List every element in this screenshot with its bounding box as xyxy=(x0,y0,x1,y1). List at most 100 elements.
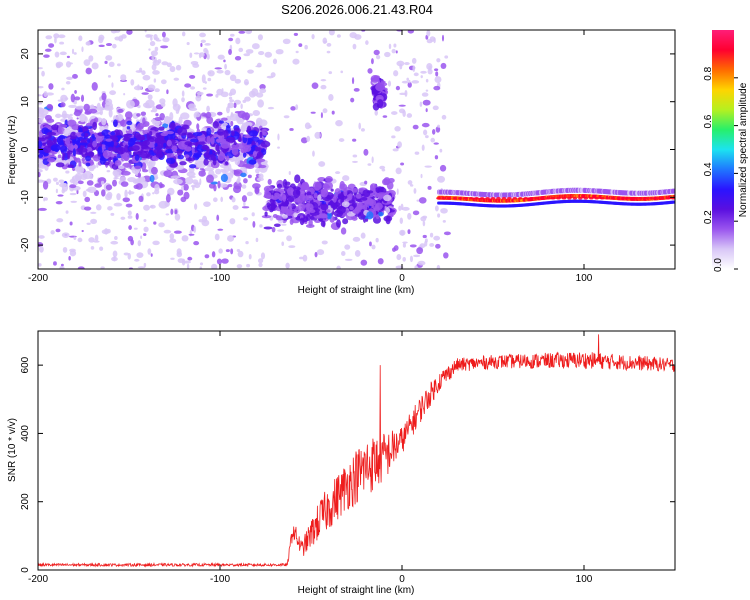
spectrogram-cell xyxy=(120,181,129,187)
spectrogram-cell xyxy=(259,84,266,90)
spectrogram-cell xyxy=(186,133,194,139)
spectrogram-cell xyxy=(202,87,207,90)
colorbar: 0.0 0.2 0.4 0.6 0.8 Normalized spectral ampl… xyxy=(703,30,749,272)
spectrogram-cell xyxy=(112,169,123,178)
spectrogram-cell xyxy=(38,179,45,183)
spectrogram-cell xyxy=(393,245,399,251)
spectrogram-cell xyxy=(158,126,165,131)
spectrogram-cell xyxy=(215,144,220,152)
spectrogram-cell xyxy=(434,68,439,72)
spectrogram-cell xyxy=(143,262,147,268)
spectrogram-cell xyxy=(312,150,315,157)
spectrogram-cell xyxy=(260,252,266,260)
spectrogram-cell xyxy=(116,113,124,121)
spectrogram-cell xyxy=(119,119,128,127)
spectrogram-cell xyxy=(160,132,168,137)
spectrogram-cell xyxy=(412,65,416,72)
spectrogram-cell xyxy=(578,196,583,200)
colorbar-label: Normalized spectral amplitude xyxy=(738,82,749,217)
spectrogram-cell xyxy=(199,32,206,38)
spectrogram-cell xyxy=(212,121,219,129)
spectrogram-cell xyxy=(112,250,118,258)
spectrogram-cell xyxy=(140,235,143,239)
spectrogram-cell xyxy=(311,82,319,90)
spectrogram-cell xyxy=(272,58,278,65)
spectrogram-cell xyxy=(328,94,334,101)
spectrogram-cell xyxy=(181,97,185,103)
spectrogram-cell xyxy=(416,199,420,202)
spectrogram-cell xyxy=(550,196,556,200)
spectrogram-cell xyxy=(393,70,399,77)
spectrogram-cell xyxy=(424,240,428,247)
spectrogram-cell xyxy=(82,190,87,198)
spectrogram-cell xyxy=(158,200,169,209)
spectrogram-cell xyxy=(186,171,196,177)
spectrogram-cell xyxy=(67,164,74,168)
spectrogram-cell xyxy=(54,51,60,58)
spectrogram-cell xyxy=(293,212,298,218)
spectrogram-cell xyxy=(39,245,44,253)
spectrogram-cell xyxy=(605,196,610,200)
spectrogram-cell xyxy=(245,241,249,245)
spectrogram-cell xyxy=(110,140,114,148)
spectrogram-cell xyxy=(364,180,368,185)
spectrogram-cell xyxy=(194,183,201,189)
spectrogram-cell xyxy=(400,162,405,166)
spectrogram-cell xyxy=(435,243,441,249)
spectrogram-cell xyxy=(169,122,176,130)
spectrogram-cell xyxy=(229,99,235,103)
spectrogram-cell xyxy=(391,135,396,139)
spectrogram-cell xyxy=(282,38,291,45)
spectrogram-cell xyxy=(435,71,439,77)
spectrogram-cell xyxy=(127,191,135,195)
spectrogram-cell xyxy=(38,207,47,211)
spectrogram-cell xyxy=(334,202,341,207)
spectrogram-cell xyxy=(217,180,221,189)
spectrogram-cell xyxy=(169,66,176,73)
spectrogram-cell xyxy=(133,85,143,91)
spectrogram-cell xyxy=(412,210,420,216)
spectrogram-cell xyxy=(128,151,132,156)
spectrogram-cell xyxy=(126,99,135,109)
spectrogram-cell xyxy=(38,94,43,97)
spectrogram-cell xyxy=(308,125,312,129)
spectrogram-cell xyxy=(120,216,126,220)
spectrogram-cell xyxy=(188,164,197,169)
spectrogram-cell xyxy=(383,194,392,202)
spectrogram-cell xyxy=(38,235,45,239)
y-tick-label: 0 xyxy=(20,567,31,573)
spectrogram-cell xyxy=(147,135,157,142)
spectrogram-cell xyxy=(152,192,155,195)
spectrogram-cell xyxy=(238,47,244,53)
spectrogram-cell xyxy=(183,191,190,200)
spectrogram-cell xyxy=(216,138,225,143)
spectrogram-cell xyxy=(101,189,106,197)
spectrogram-cell xyxy=(395,167,402,175)
spectrogram-cell xyxy=(545,196,550,200)
spectrogram-cell xyxy=(123,93,126,96)
spectrogram-cell xyxy=(242,145,252,153)
spectrogram-cell xyxy=(421,144,425,151)
spectrogram-cell xyxy=(490,196,496,200)
spectrogram-cell xyxy=(81,46,84,53)
spectrogram-cell xyxy=(235,143,245,150)
spectrogram-cell xyxy=(244,82,249,85)
spectrogram-cell xyxy=(231,197,236,203)
spectrogram-cell xyxy=(398,108,406,114)
spectrogram-cell xyxy=(122,162,132,168)
spectrogram-cell xyxy=(181,31,186,37)
spectrogram-cell xyxy=(263,226,273,230)
spectrogram-cell xyxy=(58,179,65,184)
spectrogram-cell xyxy=(299,189,305,197)
spectrogram-cell xyxy=(137,172,142,179)
spectrogram-cell xyxy=(351,216,358,221)
spectrogram-cell xyxy=(275,216,283,221)
spectrogram-cell xyxy=(251,144,256,153)
spectrogram-cell xyxy=(55,200,63,205)
spectrogram-cell xyxy=(375,214,380,220)
spectrogram-cell xyxy=(138,195,144,203)
spectrogram-cell xyxy=(210,181,218,185)
spectrogram-cell xyxy=(430,137,435,143)
spectrogram-cell xyxy=(458,196,463,200)
spectrogram-cell xyxy=(422,234,427,239)
